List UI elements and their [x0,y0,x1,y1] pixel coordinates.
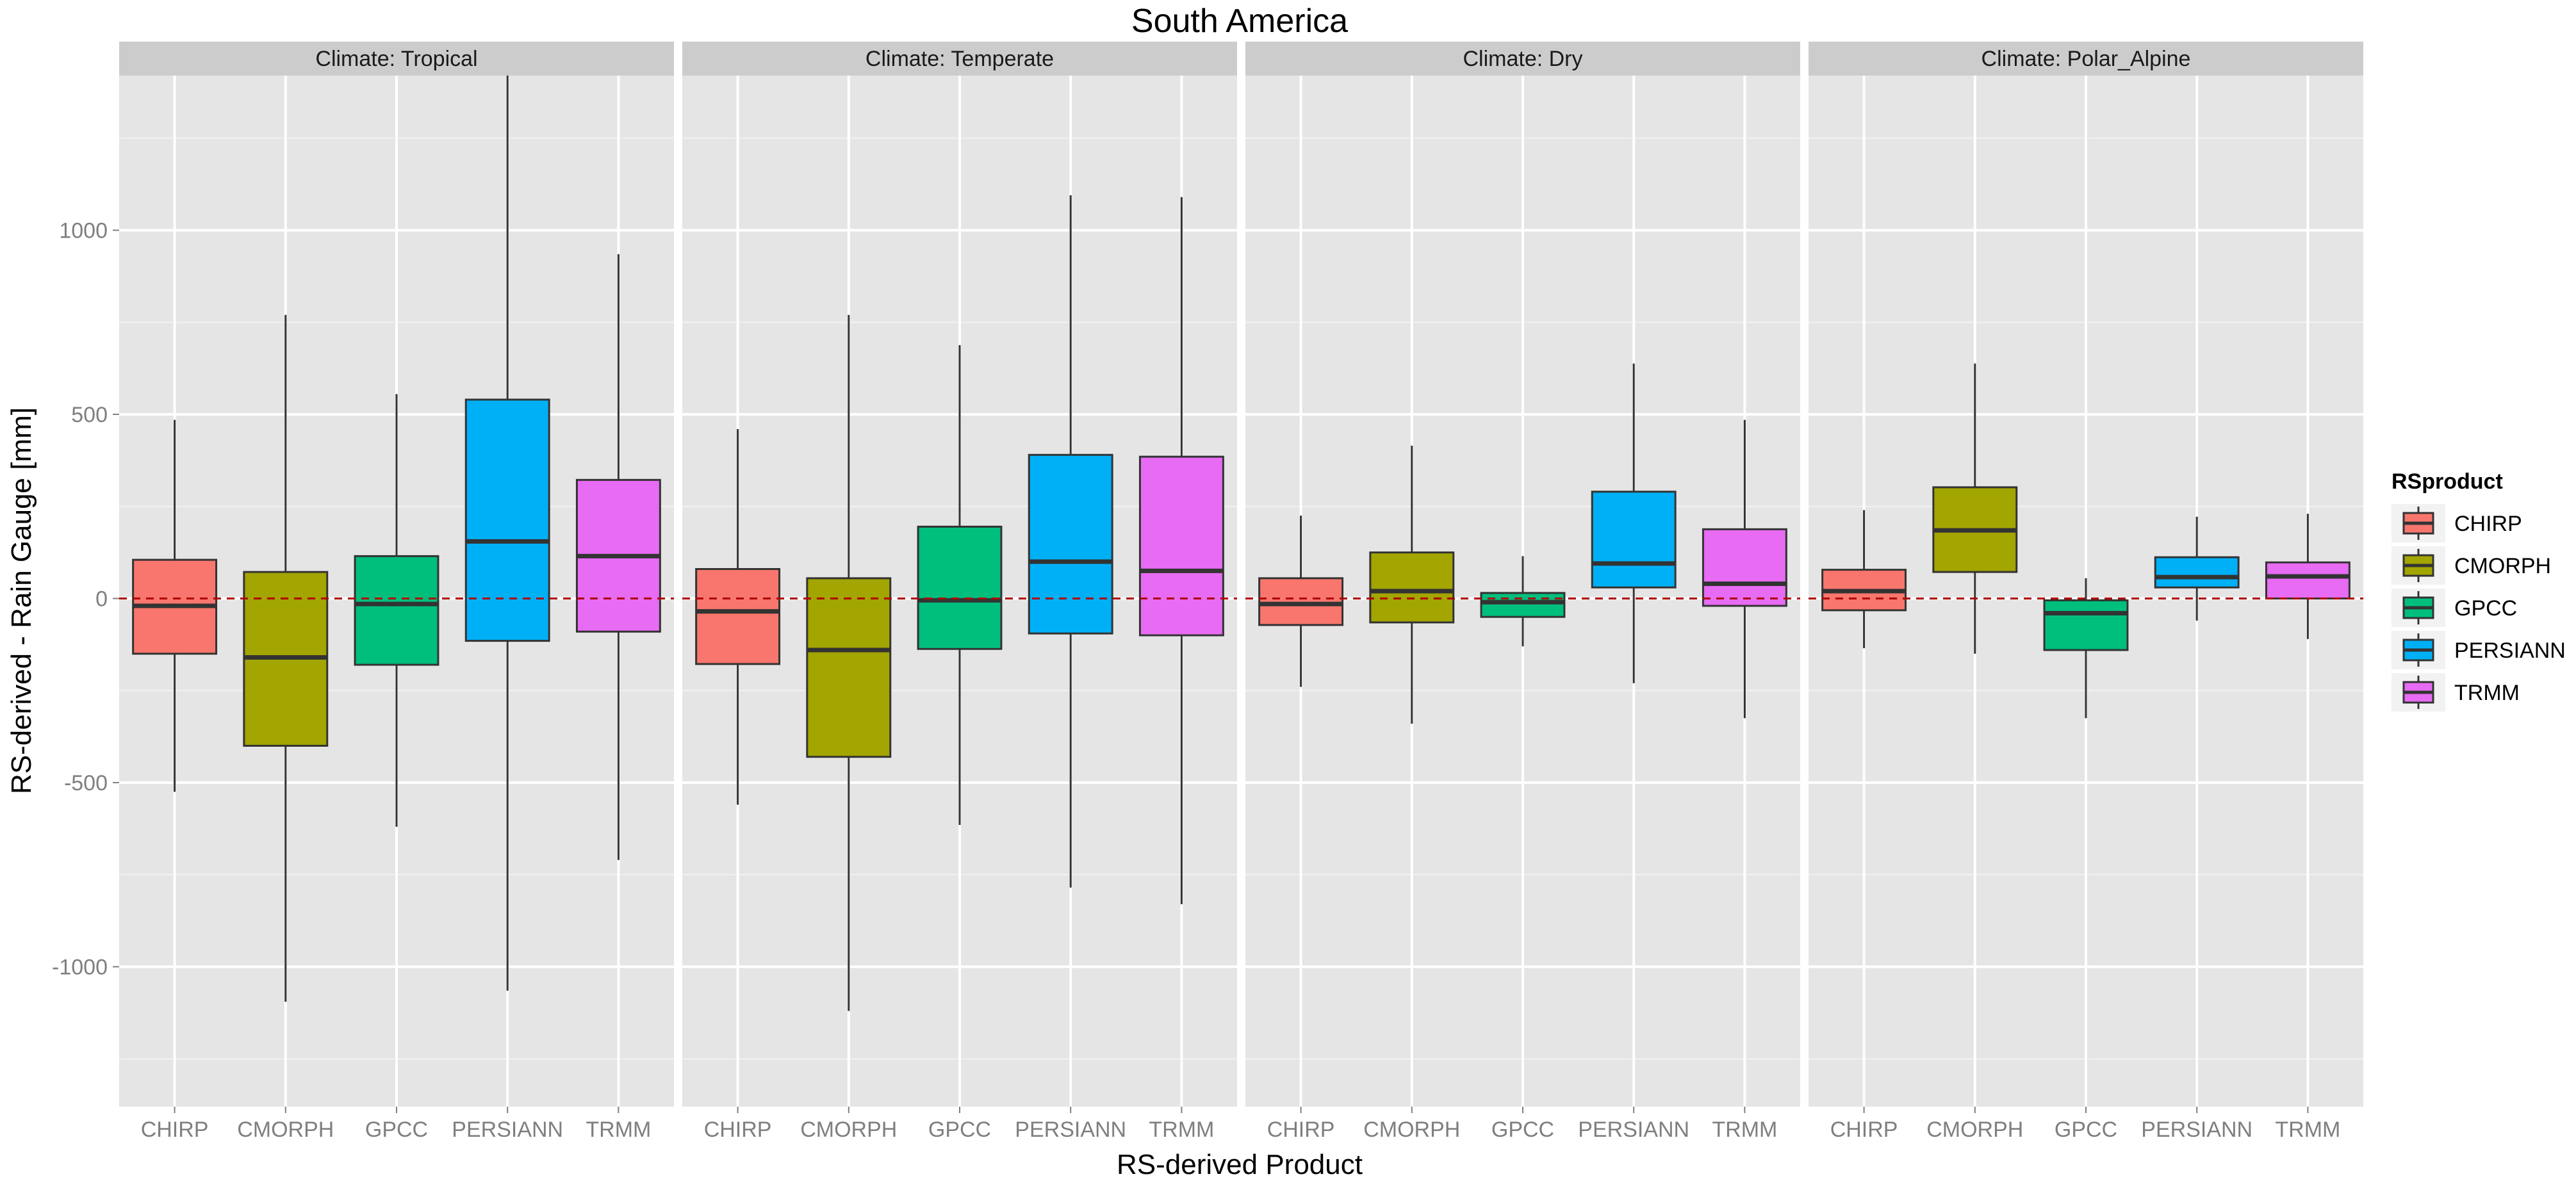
x-tick-label: PERSIANN [2141,1118,2252,1142]
facet-strip-label: Climate: Polar_Alpine [1981,47,2191,71]
facet-strip-label: Climate: Tropical [315,47,477,71]
x-tick-label: PERSIANN [1578,1118,1689,1142]
facet-strip-label: Climate: Temperate [866,47,1054,71]
box-persiann [1028,195,1113,888]
facet-panel-1: Climate: Temperate CHIRP CMORPH GPCC PERSIAN… [682,42,1237,1142]
y-axis: -1000 -500 0 500 1000 [52,219,119,980]
legend-label: CHIRP [2454,512,2522,536]
x-tick-label: CHIRP [1267,1118,1335,1142]
x-tick-label: CMORPH [800,1118,897,1142]
box-body [1138,455,1224,637]
facet-panel-2: Climate: Dry CHIRP CMORPH GPCC PERSIANN TRMM [1245,42,1800,1142]
y-tick-label: 1000 [59,219,108,243]
y-tick-label: -1000 [52,956,108,980]
x-tick-label: TRMM [586,1118,651,1142]
box-body [1702,528,1787,607]
box-body [806,577,892,758]
box-chirp [1258,516,1344,687]
x-tick-label: CMORPH [237,1118,334,1142]
box-trmm [1702,419,1787,719]
facet-strip [1245,42,1800,76]
x-tick-label: TRMM [1712,1118,1777,1142]
box-body [2265,561,2350,600]
legend-label: CMORPH [2454,554,2551,578]
box-chirp [1821,510,1907,649]
facet-strip [1809,42,2363,76]
facet-panel-0: Climate: Tropical CHIRP CMORPH GPCC PERSIANN… [119,42,674,1142]
box-gpcc [2043,578,2129,719]
box-body [1480,592,1566,618]
box-body [695,568,781,665]
x-tick-label: CMORPH [1926,1118,2023,1142]
facet-panel-3: Climate: Polar_Alpine CHIRP CMORPH GPCC PERS… [1809,42,2363,1142]
x-tick-label: GPCC [365,1118,428,1142]
box-trmm [575,254,661,860]
box-body [464,398,550,642]
box-cmorph [1932,363,2018,654]
box-body [1369,551,1455,624]
box-chirp [132,419,218,792]
box-trmm [1138,197,1224,904]
legend-label: GPCC [2454,596,2517,621]
x-tick-label: TRMM [1149,1118,1214,1142]
facet-strip [119,42,674,76]
box-gpcc [1480,556,1566,647]
legend-label: TRMM [2454,681,2520,705]
legend-entry-trmm: TRMM [2391,673,2520,712]
legend-label: PERSIANN [2454,639,2566,663]
box-cmorph [806,314,892,1011]
box-gpcc [917,345,1003,826]
box-persiann [2154,516,2240,621]
legend-entry-persiann: PERSIANN [2391,631,2566,669]
box-persiann [464,76,550,991]
x-tick-label: PERSIANN [1015,1118,1126,1142]
x-tick-label: CMORPH [1363,1118,1460,1142]
y-tick-label: 500 [71,403,108,427]
box-persiann [1591,363,1677,683]
box-cmorph [1369,445,1455,724]
y-tick-label: -500 [64,771,108,795]
x-tick-label: TRMM [2275,1118,2340,1142]
x-tick-label: CHIRP [1830,1118,1898,1142]
x-tick-label: GPCC [928,1118,991,1142]
legend-entry-cmorph: CMORPH [2391,546,2551,585]
box-body [1258,577,1344,626]
y-axis-title: RS-derived - Rain Gauge [mm] [6,407,37,794]
x-tick-label: PERSIANN [452,1118,563,1142]
panels: Climate: Tropical CHIRP CMORPH GPCC PERSIANN… [119,42,2363,1142]
box-chirp [695,429,781,805]
x-tick-label: CHIRP [141,1118,209,1142]
chart-title: South America [1131,3,1348,40]
facet-strip [682,42,1237,76]
legend-entry-chirp: CHIRP [2391,504,2522,542]
y-tick-label: 0 [95,587,108,612]
facet-strip-label: Climate: Dry [1463,47,1582,71]
x-tick-label: CHIRP [704,1118,772,1142]
box-body [917,525,1003,650]
box-trmm [2265,514,2350,639]
box-body [1028,453,1113,635]
legend-title: RSproduct [2391,469,2503,494]
legend-entry-gpcc: GPCC [2391,589,2517,627]
legend: RSproduct CHIRP CMORPH GPCC PERSIANN TRMM [2391,469,2566,712]
box-body [354,555,439,666]
x-axis-title: RS-derived Product [1117,1149,1363,1180]
x-tick-label: GPCC [2055,1118,2117,1142]
x-tick-label: GPCC [1491,1118,1554,1142]
box-cmorph [243,314,329,1002]
box-body [1591,491,1677,589]
box-body [2154,556,2240,589]
box-body [2043,599,2129,651]
box-gpcc [354,394,439,827]
